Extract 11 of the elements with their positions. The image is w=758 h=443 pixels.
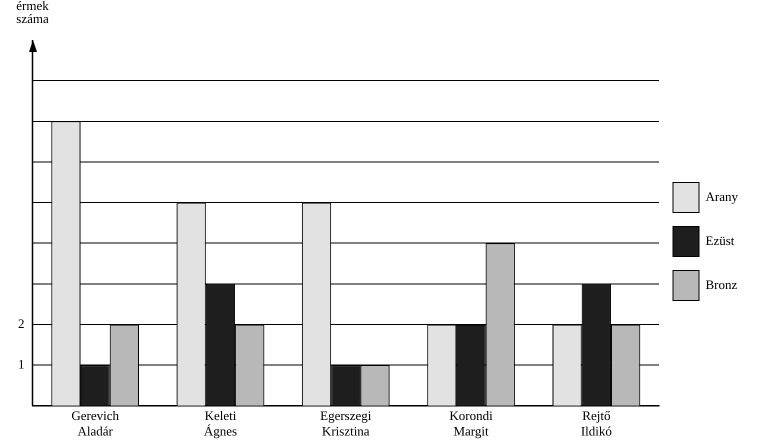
legend-label: Ezüst xyxy=(706,232,735,248)
legend-label: Bronz xyxy=(706,276,738,292)
x-tick-label: Keleti Ágnes xyxy=(204,408,238,439)
x-tick-label: Gerevich Aladár xyxy=(71,408,120,439)
y-tick-label: 2 xyxy=(18,316,24,331)
x-tick-label: Egerszegi Krisztina xyxy=(320,408,372,439)
x-tick-label: Korondi Margit xyxy=(449,408,494,439)
legend-label: Arany xyxy=(706,188,738,204)
y-axis-title: érmek száma xyxy=(16,0,50,26)
y-tick-label: 1 xyxy=(18,356,24,372)
x-tick-label: Rejtő Ildikó xyxy=(580,408,612,439)
